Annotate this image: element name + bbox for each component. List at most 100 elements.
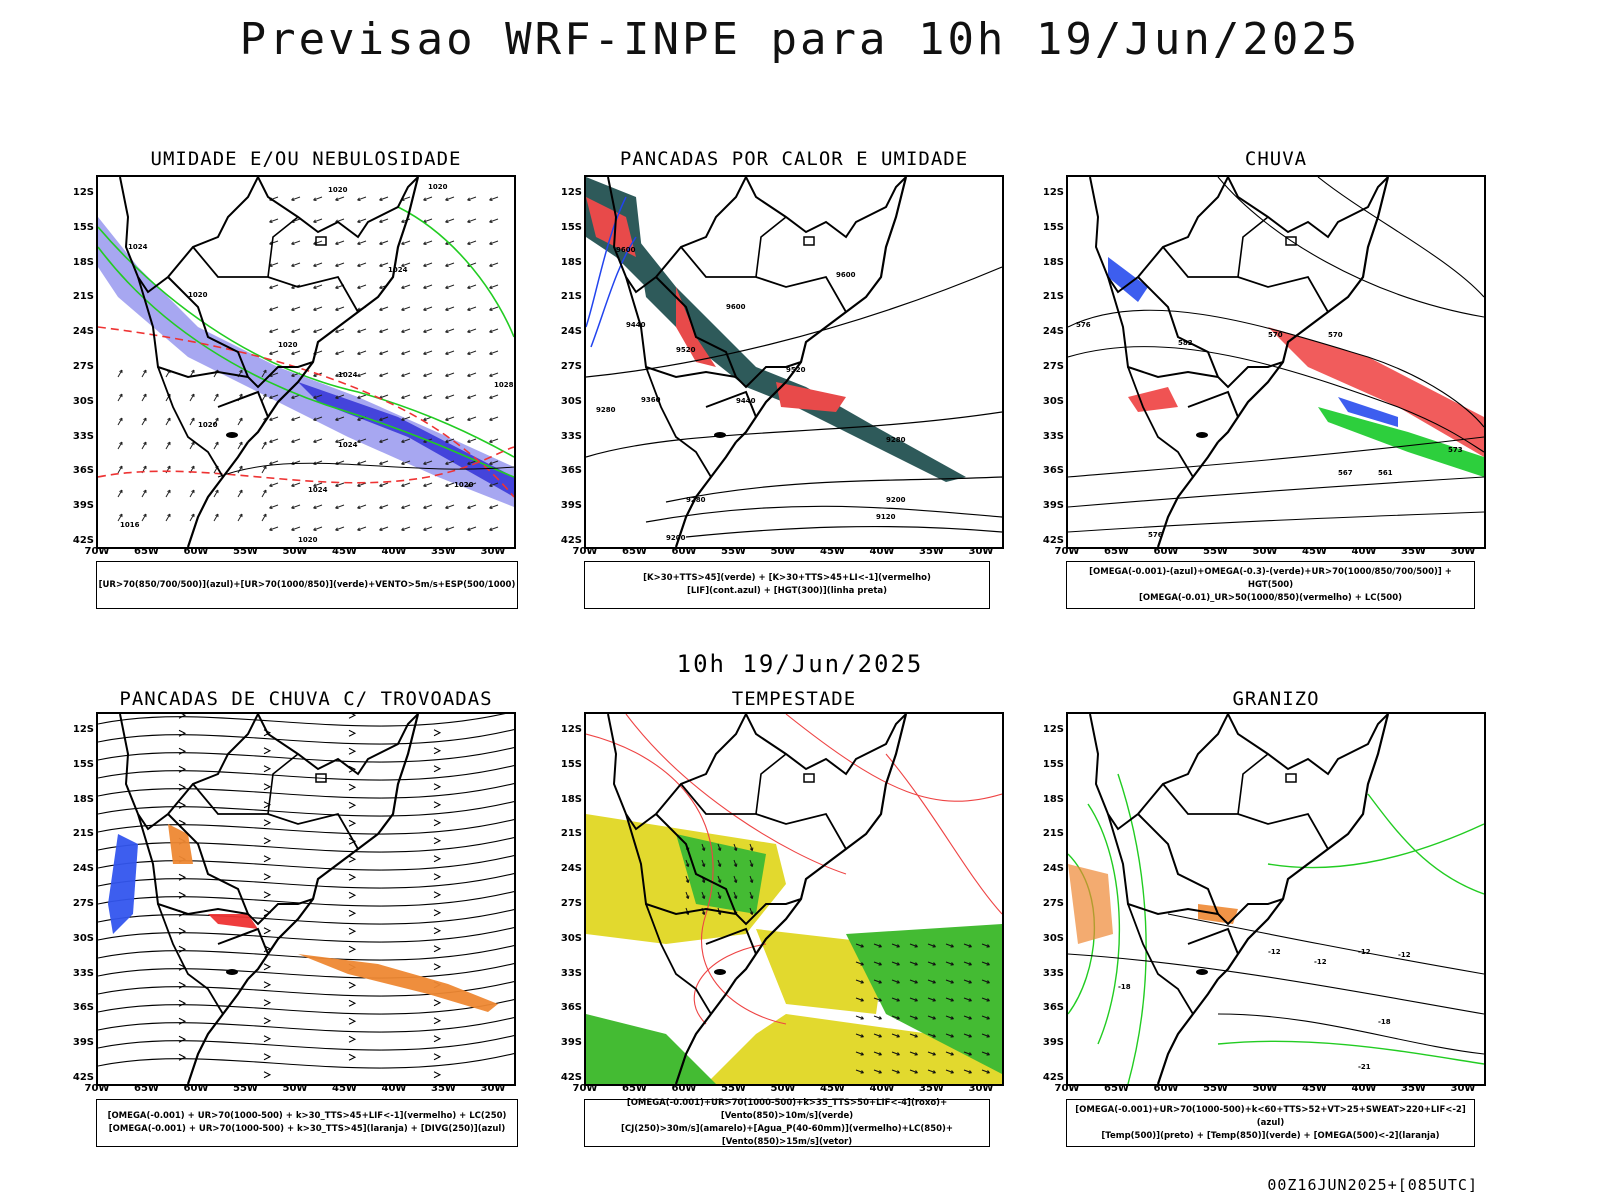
latitude-label: 18S xyxy=(72,793,94,805)
latitude-label: 33S xyxy=(1042,967,1064,979)
latitude-label: 39S xyxy=(72,500,94,512)
legend-line: [OMEGA(-0.001)+UR>70(1000-500)+k>35_TTS>… xyxy=(626,1098,948,1121)
latitude-label: 12S xyxy=(72,187,94,198)
longitude-label: 50W xyxy=(282,1083,308,1094)
latitude-label: 21S xyxy=(72,828,94,840)
latitude-label: 12S xyxy=(72,724,94,735)
latitude-label: 24S xyxy=(560,863,582,875)
longitude-label: 65W xyxy=(1104,546,1129,557)
contour-label: 9600 xyxy=(836,271,856,279)
contour-label: 570 xyxy=(1328,331,1343,339)
latitude-label: 39S xyxy=(1042,500,1064,512)
legend-line: [OMEGA(-0.001) + UR>70(1000-500) + k>30_… xyxy=(108,1124,506,1134)
contour-label: 9120 xyxy=(876,513,896,521)
longitude-label: 40W xyxy=(1351,546,1377,557)
contour-label: 1024 xyxy=(308,486,328,494)
contour-label: 9200 xyxy=(886,496,906,504)
legend-line: [K>30+TTS>45](verde) + [K>30+TTS>45+LI<-… xyxy=(643,573,931,583)
contour-label: 1024 xyxy=(388,266,408,274)
map-panel: 570 576 582 570 573 567 561 576 xyxy=(1066,175,1486,549)
latitude-label: 18S xyxy=(1042,256,1064,268)
longitude-label: 30W xyxy=(968,546,994,557)
longitude-label: 65W xyxy=(622,546,647,557)
latitude-label: 15S xyxy=(560,221,582,233)
longitude-label: 40W xyxy=(869,546,895,557)
longitude-label: 45W xyxy=(1302,1083,1327,1094)
contour-label: 1024 xyxy=(338,441,358,449)
map-panel: 1020 1020 1024 1020 1024 1020 1024 1020 1024 1028… xyxy=(96,175,516,549)
contour-label: 567 xyxy=(1338,469,1353,477)
latitude-label: 42S xyxy=(560,1072,582,1083)
latitude-label: 42S xyxy=(72,535,94,546)
latitude-label: 21S xyxy=(560,291,582,303)
latitude-label: 12S xyxy=(560,724,582,735)
latitude-label: 24S xyxy=(560,326,582,338)
contour-label: 1024 xyxy=(128,243,148,251)
latitude-label: 33S xyxy=(72,430,94,442)
latitude-label: 15S xyxy=(560,758,582,770)
run-info: 00Z16JUN2025+[085UTC] xyxy=(1267,1176,1478,1194)
latitude-label: 42S xyxy=(72,1072,94,1083)
longitude-label: 30W xyxy=(480,546,506,557)
latitude-label: 39S xyxy=(72,1037,94,1049)
longitude-label: 60W xyxy=(671,546,697,557)
latitude-label: 24S xyxy=(72,863,94,875)
contour-label: 582 xyxy=(1178,339,1193,347)
contour-label: 9520 xyxy=(786,366,806,374)
latitude-label: 27S xyxy=(560,361,582,372)
latitude-label: 42S xyxy=(1042,1072,1064,1083)
latitude-label: 15S xyxy=(72,221,94,233)
contour-label: -18 xyxy=(1118,983,1131,991)
contour-label: 9440 xyxy=(736,397,756,405)
contour-label: 1020 xyxy=(298,536,318,544)
longitude-label: 55W xyxy=(721,1083,746,1094)
panel-title: UMIDADE E/OU NEBULOSIDADE xyxy=(150,148,462,170)
longitude-label: 60W xyxy=(183,546,209,557)
contour-label: 576 xyxy=(1148,531,1163,539)
panel-title: PANCADAS POR CALOR E UMIDADE xyxy=(619,148,969,170)
contour-label: -12 xyxy=(1398,951,1411,959)
longitude-label: 55W xyxy=(1203,1083,1228,1094)
latitude-label: 12S xyxy=(560,187,582,198)
longitude-label: 40W xyxy=(381,546,407,557)
contour-label: -12 xyxy=(1314,958,1327,966)
longitude-label: 40W xyxy=(1351,1083,1377,1094)
latitude-label: 36S xyxy=(72,1002,94,1014)
latitude-label: 24S xyxy=(1042,863,1064,875)
legend-line: [CJ(250)>30m/s](amarelo)+[Agua_P(40-60mm… xyxy=(620,1124,954,1147)
longitude-label: 60W xyxy=(1153,1083,1179,1094)
longitude-label: 70W xyxy=(84,546,110,557)
latitude-label: 18S xyxy=(72,256,94,268)
longitude-label: 50W xyxy=(770,546,796,557)
longitude-label: 35W xyxy=(919,1083,944,1094)
contour-label: 1028 xyxy=(494,381,514,389)
longitude-label: 35W xyxy=(1401,1083,1426,1094)
map-panel: -12 -12 -18 -18 -12 -21 -12 xyxy=(1066,712,1486,1086)
contour-label: 1020 xyxy=(328,186,348,194)
panel-legend: [OMEGA(-0.001)-(azul)+OMEGA(-0.3)-(verde… xyxy=(1066,561,1475,609)
latitude-label: 30S xyxy=(1042,395,1064,407)
latitude-label: 21S xyxy=(1042,828,1064,840)
longitude-label: 60W xyxy=(1153,546,1179,557)
latitude-label: 36S xyxy=(560,465,582,477)
panel-legend: [OMEGA(-0.001)+UR>70(1000-500)+k>35_TTS>… xyxy=(584,1098,990,1147)
latitude-label: 30S xyxy=(560,395,582,407)
main-title: Previsao WRF-INPE para 10h 19/Jun/2025 xyxy=(239,14,1361,65)
contour-label: 561 xyxy=(1378,469,1393,477)
longitude-label: 60W xyxy=(183,1083,209,1094)
latitude-label: 18S xyxy=(560,793,582,805)
map-figure xyxy=(586,714,1002,1084)
panel-legend: [K>30+TTS>45](verde) + [K>30+TTS>45+LI<-… xyxy=(584,561,990,609)
panel-title: PANCADAS DE CHUVA C/ TROVOADAS xyxy=(119,688,493,710)
panel-title: CHUVA xyxy=(1244,148,1308,170)
longitude-label: 55W xyxy=(233,1083,258,1094)
latitude-label: 36S xyxy=(1042,465,1064,477)
legend-line: [UR>70(850/700/500)](azul)+[UR>70(1000/8… xyxy=(98,579,516,590)
longitude-label: 45W xyxy=(332,1083,357,1094)
latitude-label: 27S xyxy=(1042,361,1064,372)
longitude-label: 40W xyxy=(869,1083,895,1094)
latitude-label: 24S xyxy=(72,326,94,338)
longitude-label: 70W xyxy=(84,1083,110,1094)
longitude-label: 70W xyxy=(1054,1083,1080,1094)
longitude-label: 70W xyxy=(572,546,598,557)
